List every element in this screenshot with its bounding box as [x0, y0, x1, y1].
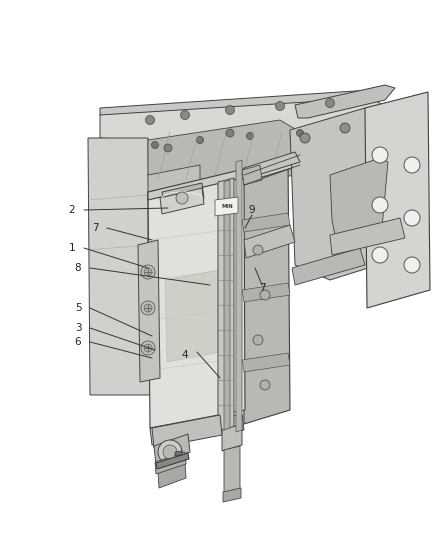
- Circle shape: [197, 136, 204, 143]
- Polygon shape: [244, 152, 300, 178]
- Circle shape: [253, 245, 263, 255]
- Polygon shape: [215, 197, 238, 216]
- Polygon shape: [242, 213, 290, 232]
- Circle shape: [141, 301, 155, 315]
- Polygon shape: [224, 446, 240, 496]
- Text: 1: 1: [69, 243, 75, 253]
- Polygon shape: [242, 165, 262, 185]
- Text: 6: 6: [75, 337, 81, 347]
- Polygon shape: [148, 172, 245, 428]
- Polygon shape: [223, 488, 241, 502]
- Polygon shape: [148, 158, 292, 200]
- Circle shape: [340, 123, 350, 133]
- Circle shape: [152, 141, 159, 149]
- Circle shape: [176, 192, 188, 204]
- Circle shape: [404, 257, 420, 273]
- Polygon shape: [160, 188, 204, 214]
- Polygon shape: [365, 92, 430, 308]
- Circle shape: [372, 147, 388, 163]
- Polygon shape: [222, 424, 242, 451]
- Circle shape: [260, 290, 270, 300]
- Polygon shape: [295, 85, 395, 118]
- Circle shape: [372, 197, 388, 213]
- Circle shape: [226, 129, 234, 137]
- Text: 3: 3: [75, 323, 81, 333]
- Circle shape: [164, 144, 172, 152]
- Polygon shape: [148, 120, 310, 200]
- Polygon shape: [165, 268, 232, 362]
- Circle shape: [253, 335, 263, 345]
- Circle shape: [247, 133, 254, 140]
- Polygon shape: [175, 451, 182, 456]
- Circle shape: [158, 440, 182, 464]
- Circle shape: [144, 268, 152, 276]
- Circle shape: [297, 130, 304, 136]
- Circle shape: [325, 99, 335, 108]
- Polygon shape: [244, 225, 295, 258]
- Circle shape: [144, 344, 152, 352]
- Polygon shape: [292, 248, 365, 285]
- Circle shape: [300, 133, 310, 143]
- Polygon shape: [330, 218, 405, 255]
- Circle shape: [372, 247, 388, 263]
- Text: 8: 8: [75, 263, 81, 273]
- Circle shape: [180, 110, 190, 119]
- Polygon shape: [162, 183, 204, 207]
- Polygon shape: [152, 415, 222, 448]
- Circle shape: [260, 380, 270, 390]
- Polygon shape: [242, 158, 290, 424]
- Text: 5: 5: [75, 303, 81, 313]
- Circle shape: [163, 445, 177, 459]
- Polygon shape: [154, 434, 190, 464]
- Polygon shape: [156, 453, 189, 469]
- Circle shape: [276, 101, 285, 110]
- Circle shape: [145, 116, 155, 125]
- Circle shape: [404, 210, 420, 226]
- Polygon shape: [138, 240, 160, 382]
- Text: 4: 4: [182, 350, 188, 360]
- Polygon shape: [100, 138, 305, 162]
- Polygon shape: [330, 158, 388, 235]
- Polygon shape: [224, 180, 230, 430]
- Circle shape: [144, 304, 152, 312]
- Polygon shape: [88, 138, 150, 395]
- Polygon shape: [242, 353, 290, 372]
- Circle shape: [404, 157, 420, 173]
- Text: 7: 7: [92, 223, 98, 233]
- Polygon shape: [100, 98, 385, 148]
- Polygon shape: [148, 165, 200, 265]
- Polygon shape: [150, 414, 244, 445]
- Polygon shape: [290, 108, 370, 280]
- Polygon shape: [242, 283, 290, 302]
- Text: MIN: MIN: [221, 205, 233, 209]
- Polygon shape: [100, 90, 385, 128]
- Circle shape: [141, 341, 155, 355]
- Polygon shape: [158, 462, 186, 488]
- Circle shape: [226, 106, 234, 115]
- Circle shape: [141, 265, 155, 279]
- Polygon shape: [218, 178, 234, 432]
- Text: 7: 7: [259, 283, 265, 293]
- Polygon shape: [236, 160, 242, 432]
- Polygon shape: [155, 452, 186, 474]
- Text: 2: 2: [69, 205, 75, 215]
- Text: 9: 9: [249, 205, 255, 215]
